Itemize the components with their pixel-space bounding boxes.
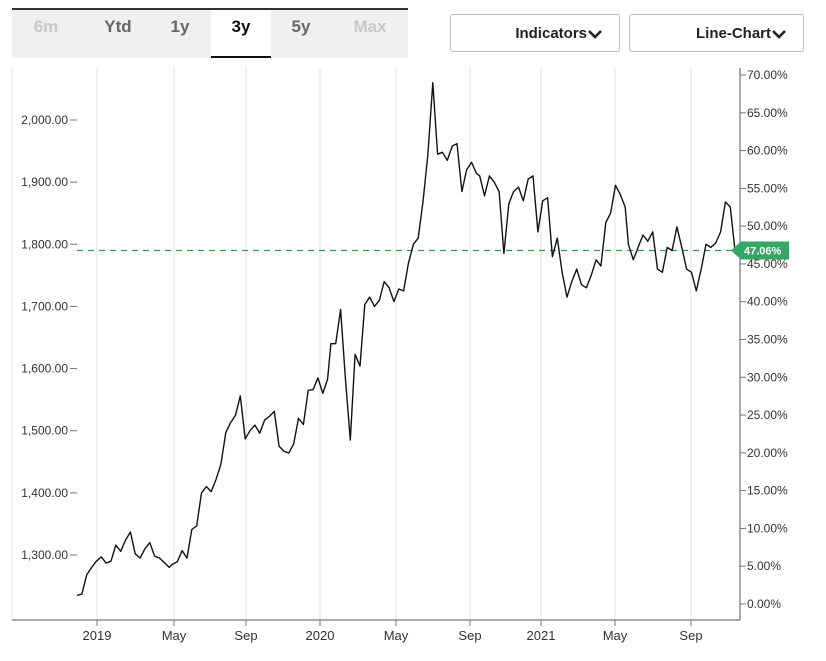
y-right-tick-label: 20.00%	[747, 446, 788, 460]
current-value-badge	[731, 241, 789, 260]
x-tick-label: May	[162, 628, 187, 643]
x-tick-label: May	[384, 628, 409, 643]
y-right-tick-label: 5.00%	[747, 559, 781, 573]
chevron-down-icon	[588, 30, 602, 39]
range-tab-6m[interactable]: 6m	[33, 17, 59, 36]
x-tick-label: May	[603, 628, 628, 643]
y-right-tick-label: 45.00%	[747, 257, 788, 271]
y-right-tick-label: 40.00%	[747, 295, 788, 309]
y-left-tick-label: 2,000.00	[21, 113, 68, 127]
range-tab-3y[interactable]: 3y	[211, 10, 271, 58]
y-right-tick-label: 50.00%	[747, 219, 788, 233]
y-left-tick-label: 1,600.00	[21, 362, 68, 376]
indicators-label: Indicators	[515, 25, 587, 42]
price-line	[76, 81, 736, 597]
chart-type-dropdown[interactable]: Line-Chart	[629, 14, 804, 52]
indicators-dropdown[interactable]: Indicators	[450, 14, 620, 52]
y-right-tick-label: 25.00%	[747, 408, 788, 422]
chart-type-label: Line-Chart	[696, 25, 771, 42]
y-right-tick-label: 15.00%	[747, 484, 788, 498]
current-change-label: 47.06%	[744, 246, 782, 258]
range-tab-1y[interactable]: 1y	[170, 17, 190, 36]
y-right-tick-label: 30.00%	[747, 370, 788, 384]
y-right-tick-label: 60.00%	[747, 144, 788, 158]
y-left-tick-label: 1,900.00	[21, 175, 68, 189]
range-tab-ytd[interactable]: Ytd	[104, 17, 132, 36]
y-right-tick-label: 55.00%	[747, 181, 788, 195]
x-tick-label: 2021	[527, 628, 556, 643]
y-left-tick-label: 1,300.00	[21, 548, 68, 562]
x-tick-label: Sep	[458, 628, 481, 643]
time-range-selector: 6m Ytd 1y 3y 5y Max	[12, 8, 408, 58]
y-left-tick-label: 1,800.00	[21, 237, 68, 251]
y-right-tick-label: 0.00%	[747, 597, 781, 611]
range-tab-max[interactable]: Max	[353, 17, 387, 36]
x-tick-label: Sep	[234, 628, 257, 643]
y-right-tick-label: 65.00%	[747, 106, 788, 120]
y-right-tick-label: 10.00%	[747, 521, 788, 535]
y-left-tick-label: 1,700.00	[21, 299, 68, 313]
chevron-down-icon	[772, 30, 786, 39]
x-tick-label: 2020	[306, 628, 335, 643]
x-tick-label: 2019	[83, 628, 112, 643]
y-right-tick-label: 35.00%	[747, 333, 788, 347]
range-tab-5y[interactable]: 5y	[291, 17, 311, 36]
y-left-tick-label: 1,500.00	[21, 424, 68, 438]
y-right-tick-label: 70.00%	[747, 68, 788, 82]
y-left-tick-label: 1,400.00	[21, 486, 68, 500]
x-tick-label: Sep	[679, 628, 702, 643]
